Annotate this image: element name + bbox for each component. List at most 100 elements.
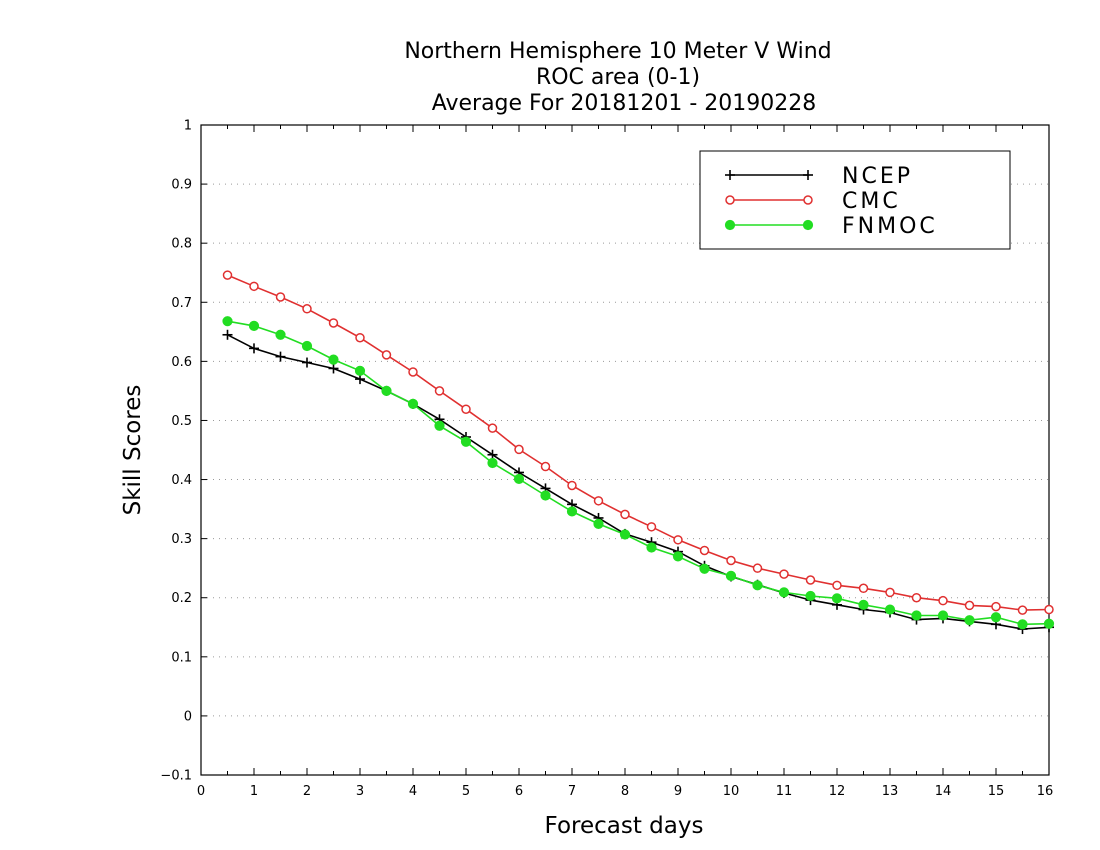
data-point-cmc bbox=[858, 583, 869, 594]
x-tick-label: 8 bbox=[621, 784, 629, 799]
data-series bbox=[222, 270, 1055, 635]
data-point-cmc bbox=[805, 575, 816, 585]
data-point-fnmoc bbox=[381, 385, 392, 397]
data-point-cmc bbox=[514, 444, 524, 455]
y-tick-label: 0.1 bbox=[171, 650, 192, 665]
data-point-fnmoc bbox=[301, 340, 313, 352]
data-point-cmc bbox=[964, 600, 975, 611]
data-point-fnmoc bbox=[805, 590, 816, 602]
data-point-fnmoc bbox=[407, 398, 419, 410]
x-tick-label: 2 bbox=[303, 784, 311, 799]
data-point-cmc bbox=[885, 587, 895, 598]
data-point-fnmoc bbox=[752, 580, 763, 591]
data-point-cmc bbox=[328, 318, 339, 328]
y-tick-label: 0.9 bbox=[171, 178, 192, 193]
data-point-fnmoc bbox=[990, 612, 1002, 623]
y-axis-ticks: −0.1 0 0.1 0.2 0.3 0.4 0.5 0.6 0.7 0.8 0.9 1 bbox=[160, 119, 207, 784]
data-point-ncep bbox=[302, 357, 312, 368]
series-line-fnmoc bbox=[227, 320, 1050, 626]
data-point-cmc bbox=[726, 555, 736, 566]
data-point-fnmoc bbox=[460, 436, 472, 447]
y-tick-label: 0 bbox=[184, 709, 192, 724]
data-point-cmc bbox=[620, 509, 630, 520]
x-tick-label: 3 bbox=[356, 784, 364, 799]
data-point-ncep bbox=[275, 351, 286, 362]
y-tick-label: 0.3 bbox=[171, 532, 192, 547]
x-tick-label: 13 bbox=[882, 784, 899, 799]
chart-title-line-3: Average For 20181201 - 20190228 bbox=[432, 91, 817, 116]
x-tick-label: 4 bbox=[409, 784, 417, 799]
data-point-fnmoc bbox=[1017, 619, 1028, 630]
data-point-cmc bbox=[911, 592, 922, 603]
data-point-cmc bbox=[275, 292, 286, 302]
legend-marker bbox=[724, 219, 736, 231]
legend-marker bbox=[803, 170, 813, 180]
legend-label: CMC bbox=[842, 189, 901, 214]
data-point-fnmoc bbox=[540, 490, 551, 501]
data-point-fnmoc bbox=[222, 316, 233, 327]
x-tick-label: 7 bbox=[568, 784, 576, 799]
data-point-cmc bbox=[646, 522, 657, 532]
x-tick-label: 14 bbox=[935, 784, 952, 799]
data-point-fnmoc bbox=[1043, 618, 1055, 629]
x-tick-label: 6 bbox=[515, 784, 523, 799]
legend-entry-cmc: CMC bbox=[725, 189, 901, 214]
series-line-ncep bbox=[227, 334, 1050, 630]
series-ncep bbox=[222, 329, 1054, 635]
legend-marker bbox=[725, 195, 735, 205]
data-point-cmc bbox=[1017, 605, 1028, 615]
data-point-fnmoc bbox=[487, 457, 498, 469]
legend-label: FNMOC bbox=[842, 214, 938, 239]
data-point-cmc bbox=[991, 601, 1001, 612]
data-point-fnmoc bbox=[831, 593, 843, 604]
chart-title-line-2: ROC area (0-1) bbox=[536, 65, 700, 90]
x-tick-label: 16 bbox=[1037, 784, 1054, 799]
x-tick-label: 0 bbox=[197, 784, 205, 799]
x-tick-label: 9 bbox=[674, 784, 682, 799]
data-point-fnmoc bbox=[937, 610, 949, 621]
data-point-fnmoc bbox=[699, 563, 710, 574]
data-point-fnmoc bbox=[884, 604, 896, 615]
series-fnmoc bbox=[222, 316, 1055, 630]
data-point-cmc bbox=[752, 563, 763, 573]
data-point-fnmoc bbox=[646, 542, 657, 553]
legend-marker bbox=[803, 195, 813, 205]
data-point-fnmoc bbox=[619, 529, 631, 540]
legend-entry-ncep: NCEP bbox=[725, 164, 910, 189]
data-point-cmc bbox=[302, 304, 312, 314]
x-tick-label: 11 bbox=[776, 784, 793, 799]
gridlines bbox=[201, 183, 1049, 717]
data-point-cmc bbox=[673, 535, 683, 545]
y-tick-label: 0.7 bbox=[171, 296, 192, 311]
data-point-cmc bbox=[779, 569, 789, 579]
series-cmc bbox=[222, 270, 1054, 615]
data-point-cmc bbox=[593, 496, 604, 506]
data-point-fnmoc bbox=[354, 365, 366, 376]
x-axis-label: Forecast days bbox=[545, 813, 704, 839]
data-point-cmc bbox=[567, 480, 577, 491]
x-tick-label: 10 bbox=[723, 784, 740, 799]
x-tick-label: 1 bbox=[250, 784, 258, 799]
data-point-ncep bbox=[222, 329, 233, 340]
legend-marker bbox=[802, 219, 814, 231]
data-point-fnmoc bbox=[328, 354, 339, 365]
data-point-fnmoc bbox=[778, 587, 790, 598]
legend-entry-fnmoc: FNMOC bbox=[724, 214, 938, 239]
data-point-fnmoc bbox=[513, 473, 525, 485]
data-point-cmc bbox=[434, 386, 445, 396]
data-point-cmc bbox=[355, 332, 365, 343]
y-tick-label: 0.5 bbox=[171, 414, 192, 429]
y-tick-label: 0.2 bbox=[171, 591, 192, 606]
data-point-cmc bbox=[487, 423, 498, 433]
data-point-cmc bbox=[540, 461, 551, 472]
legend-marker bbox=[725, 170, 735, 180]
x-tick-label: 12 bbox=[829, 784, 846, 799]
y-axis-label: Skill Scores bbox=[120, 385, 146, 516]
data-point-fnmoc bbox=[248, 320, 260, 332]
data-point-cmc bbox=[1044, 604, 1054, 615]
data-point-fnmoc bbox=[672, 551, 684, 562]
data-point-fnmoc bbox=[275, 329, 286, 340]
data-point-ncep bbox=[328, 363, 339, 374]
